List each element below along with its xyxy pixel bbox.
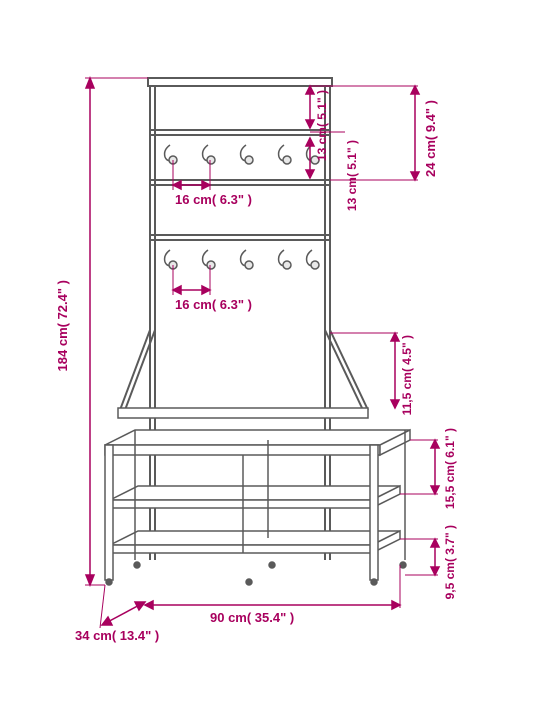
label-24cm: 24 cm( 9.4" ) — [423, 100, 438, 177]
label-16cm-2: 16 cm( 6.3" ) — [175, 297, 252, 312]
label-115cm: 11,5 cm( 4.5" ) — [400, 335, 414, 415]
label-height: 184 cm( 72.4" ) — [55, 280, 70, 371]
label-155cm: 15,5 cm( 6.1" ) — [443, 428, 457, 509]
label-width: 90 cm( 35.4" ) — [210, 610, 294, 625]
label-13cm-2: 13 cm( 5.1" ) — [345, 140, 359, 211]
label-13cm-1: 13 cm( 5.1" ) — [315, 90, 329, 161]
label-16cm-1: 16 cm( 6.3" ) — [175, 192, 252, 207]
label-95cm: 9,5 cm( 3.7" ) — [443, 525, 457, 599]
diagram-container: 184 cm( 72.4" ) 13 cm( 5.1" ) 13 cm( 5.1… — [0, 0, 540, 720]
label-depth: 34 cm( 13.4" ) — [75, 628, 159, 643]
